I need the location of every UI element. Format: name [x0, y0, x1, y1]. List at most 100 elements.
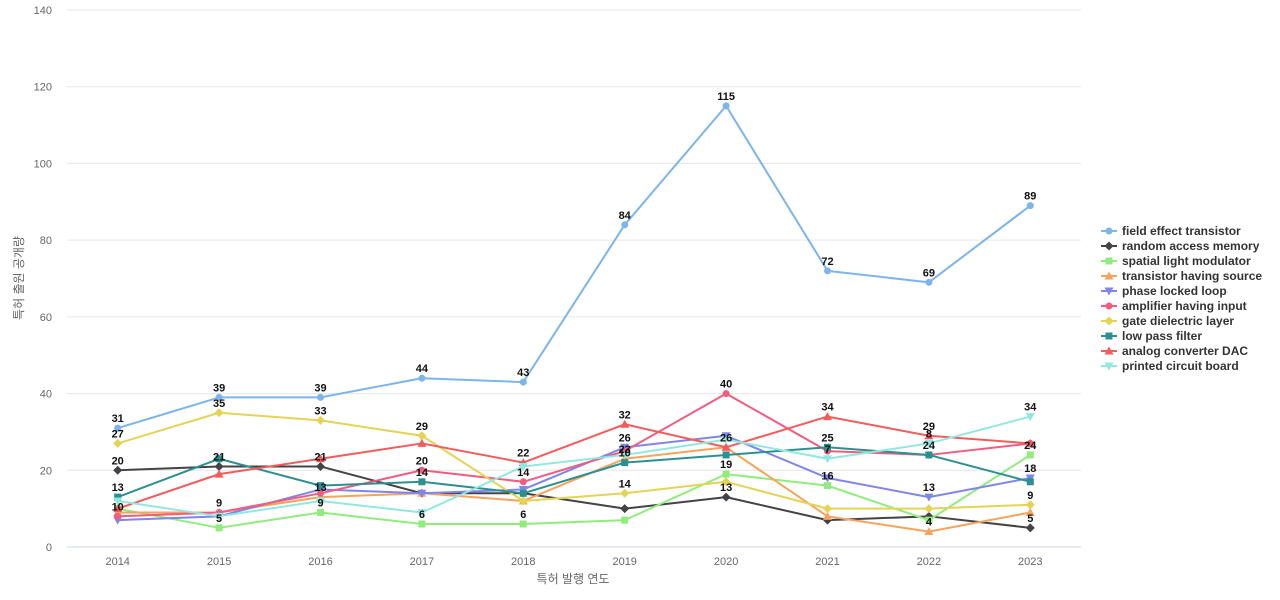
data-point[interactable]	[518, 496, 528, 506]
data-point[interactable]	[214, 461, 224, 471]
data-point[interactable]	[417, 489, 427, 498]
data-label: 5	[1027, 513, 1033, 525]
data-point[interactable]	[418, 478, 426, 486]
data-label: 24	[1024, 440, 1037, 452]
data-label: 6	[419, 509, 425, 521]
data-point[interactable]	[925, 516, 933, 524]
data-point[interactable]	[114, 512, 122, 520]
legend-item[interactable]: printed circuit board	[1101, 359, 1239, 373]
data-point[interactable]	[1026, 451, 1034, 459]
data-point[interactable]	[722, 470, 730, 478]
data-point[interactable]	[215, 455, 223, 463]
data-point[interactable]	[214, 408, 224, 418]
legend-item[interactable]: random access memory	[1101, 239, 1260, 253]
data-point[interactable]	[1025, 438, 1035, 447]
y-tick-label: 0	[46, 542, 52, 554]
data-point[interactable]	[824, 267, 831, 275]
data-point[interactable]	[518, 462, 528, 471]
data-point[interactable]	[417, 431, 427, 441]
data-label: 14	[416, 467, 429, 479]
legend-item[interactable]: field effect transistor	[1101, 224, 1241, 238]
legend-marker	[1104, 287, 1114, 296]
data-point[interactable]	[417, 508, 427, 517]
data-point[interactable]	[1025, 500, 1035, 510]
data-point[interactable]	[924, 439, 934, 448]
data-point[interactable]	[114, 493, 122, 501]
data-point[interactable]	[924, 527, 934, 536]
legend-item[interactable]: phase locked loop	[1101, 284, 1227, 298]
legend-marker	[1105, 302, 1113, 310]
data-point[interactable]	[925, 278, 933, 286]
data-point[interactable]	[316, 454, 325, 463]
data-point[interactable]	[925, 451, 933, 459]
data-point[interactable]	[1025, 523, 1035, 533]
data-point[interactable]	[721, 492, 731, 502]
data-point[interactable]	[1025, 413, 1035, 422]
data-point[interactable]	[620, 451, 630, 460]
data-point[interactable]	[924, 504, 934, 514]
data-label: 23	[619, 444, 631, 456]
data-point[interactable]	[620, 488, 630, 498]
data-point[interactable]	[823, 504, 832, 514]
data-point[interactable]	[823, 511, 832, 520]
data-point[interactable]	[823, 474, 832, 483]
data-point[interactable]	[215, 393, 223, 401]
data-point[interactable]	[620, 419, 630, 428]
data-point[interactable]	[722, 390, 730, 398]
data-point[interactable]	[620, 504, 630, 514]
data-point[interactable]	[824, 443, 831, 451]
data-point[interactable]	[214, 512, 224, 521]
data-point[interactable]	[924, 493, 934, 502]
data-point[interactable]	[417, 438, 427, 447]
data-point[interactable]	[317, 508, 324, 516]
data-point[interactable]	[114, 424, 122, 432]
data-point[interactable]	[317, 482, 324, 490]
data-point[interactable]	[317, 489, 324, 497]
legend-item[interactable]: transistor having source	[1101, 269, 1262, 283]
legend-item[interactable]: spatial light modulator	[1101, 254, 1251, 268]
data-label: 18	[1024, 463, 1036, 475]
data-point[interactable]	[621, 516, 629, 524]
data-point[interactable]	[316, 497, 325, 506]
data-point[interactable]	[1026, 202, 1034, 210]
legend-item[interactable]: gate dielectric layer	[1101, 314, 1234, 328]
data-point[interactable]	[721, 442, 731, 451]
data-point[interactable]	[418, 520, 426, 528]
data-point[interactable]	[316, 415, 325, 425]
data-point[interactable]	[722, 451, 730, 459]
data-point[interactable]	[113, 465, 123, 475]
data-point[interactable]	[824, 482, 831, 490]
data-point[interactable]	[519, 378, 527, 386]
data-point[interactable]	[1026, 478, 1034, 486]
data-label: 89	[1024, 191, 1036, 203]
data-point[interactable]	[721, 477, 731, 487]
data-point[interactable]	[113, 504, 123, 513]
data-point[interactable]	[215, 524, 223, 532]
data-point[interactable]	[316, 461, 325, 471]
data-point[interactable]	[113, 438, 123, 448]
data-point[interactable]	[519, 520, 527, 528]
data-point[interactable]	[214, 469, 224, 478]
data-point[interactable]	[621, 221, 629, 229]
data-point[interactable]	[823, 412, 832, 421]
data-point[interactable]	[721, 436, 731, 445]
data-point[interactable]	[519, 489, 527, 497]
legend-item[interactable]: amplifier having input	[1101, 299, 1247, 313]
data-label: 9	[216, 497, 222, 509]
y-tick-label: 20	[40, 465, 52, 477]
data-point[interactable]	[722, 102, 730, 110]
legend-item[interactable]: analog converter DAC	[1101, 344, 1248, 358]
data-point[interactable]	[621, 459, 629, 467]
data-point[interactable]	[519, 478, 527, 486]
data-point[interactable]	[418, 374, 426, 382]
data-point[interactable]	[317, 393, 324, 401]
data-point[interactable]	[924, 431, 934, 440]
legend-item[interactable]: low pass filter	[1101, 329, 1202, 343]
data-point[interactable]	[418, 466, 426, 474]
data-point[interactable]	[823, 455, 832, 464]
data-point[interactable]	[113, 497, 123, 506]
data-point[interactable]	[1025, 507, 1035, 516]
legend-marker	[1105, 332, 1113, 340]
legend-marker	[1104, 241, 1114, 251]
